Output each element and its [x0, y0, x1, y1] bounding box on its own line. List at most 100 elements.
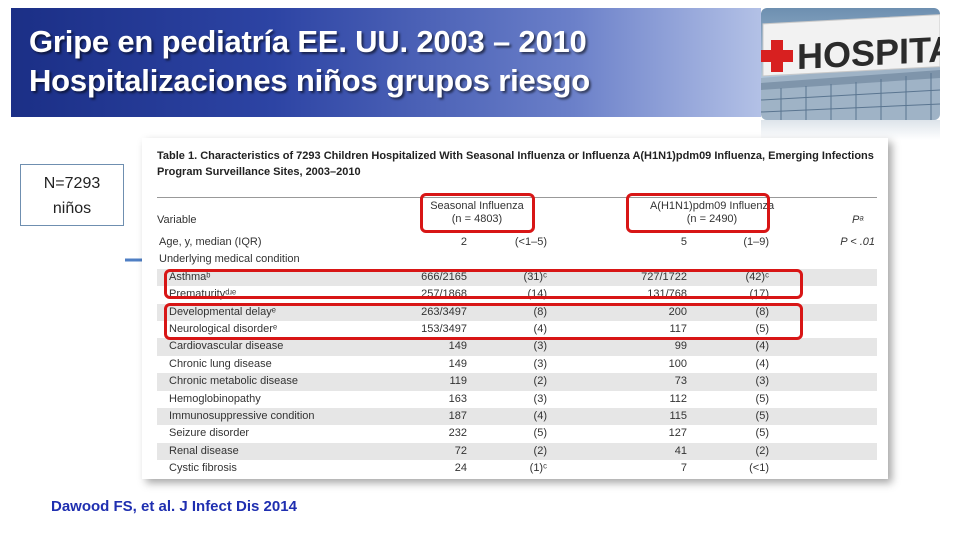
row-h1n1-percent: (4) — [755, 340, 769, 353]
table-header: Variable Seasonal Influenza (n = 4803) A… — [157, 197, 877, 238]
row-variable: Hemoglobinopathy — [169, 392, 261, 405]
hospital-building-illustration: HOSPITA — [761, 14, 940, 120]
title-line-2: Hospitalizaciones niños grupos riesgo — [29, 63, 591, 98]
row-seasonal-percent: (5) — [533, 427, 547, 440]
row-p-value: P < .01 — [840, 236, 875, 248]
row-seasonal-percent: (4) — [533, 322, 547, 335]
row-h1n1-value: 7 — [680, 462, 687, 475]
row-seasonal-value: 153/3497 — [421, 322, 467, 335]
row-h1n1-value: 117 — [669, 322, 687, 335]
table-row: Renal disease 72 (2) 41 (2) — [157, 442, 877, 461]
table-row: Age, y, median (IQR) 2 (<1–5) 5 (1–9) P < .01 — [157, 234, 877, 251]
sample-size-value: N=7293 — [43, 175, 101, 192]
table-row: Hemoglobinopathy 163 (3) 112 (5) — [157, 391, 877, 408]
row-h1n1-percent: (5) — [755, 392, 769, 405]
highlight-seasonal-header — [420, 193, 535, 233]
row-seasonal-value: 187 — [448, 409, 467, 422]
sample-size-label: niños — [52, 200, 92, 217]
header-seasonal: Seasonal Influenza (n = 4803) — [427, 200, 527, 226]
row-variable: Chronic metabolic disease — [169, 375, 299, 388]
red-cross-icon — [761, 40, 793, 72]
row-seasonal-value: 72 — [454, 444, 467, 457]
row-h1n1-value: 99 — [674, 340, 687, 353]
row-seasonal-value: 263/3497 — [421, 305, 467, 318]
row-seasonal-percent: (<1–5) — [514, 236, 547, 248]
row-h1n1-percent: (5) — [755, 427, 769, 440]
row-seasonal-percent: (3) — [533, 340, 547, 353]
row-h1n1-value: 5 — [680, 236, 687, 248]
hospital-image: HOSPITA — [761, 8, 940, 120]
row-h1n1-percent: (42)ᶜ — [745, 270, 769, 283]
row-h1n1-value: 100 — [668, 357, 687, 370]
row-h1n1-percent: (<1) — [749, 462, 769, 475]
hospital-image-reflection — [761, 120, 940, 140]
header-h1n1-n: (n = 2490) — [686, 213, 738, 225]
highlight-h1n1-header — [626, 193, 770, 233]
row-seasonal-value: 24 — [454, 462, 467, 475]
row-h1n1-value: 112 — [669, 392, 687, 405]
row-variable: Renal disease — [169, 444, 239, 457]
row-seasonal-percent: (3) — [533, 392, 547, 405]
row-variable: Asthmaᵇ — [169, 270, 211, 283]
row-h1n1-percent: (5) — [755, 322, 769, 335]
row-seasonal-percent: (2) — [533, 375, 547, 388]
row-seasonal-value: 119 — [449, 375, 467, 388]
row-h1n1-value: 73 — [674, 375, 687, 388]
table-row: Neurological disorderᵉ 153/3497 (4) 117 (5) — [157, 321, 877, 338]
table-image: Table 1. Characteristics of 7293 Childre… — [142, 138, 888, 479]
table-row: Cardiovascular disease 149 (3) 99 (4) — [157, 338, 877, 356]
row-seasonal-percent: (2) — [533, 444, 547, 457]
row-h1n1-percent: (5) — [755, 409, 769, 422]
row-seasonal-value: 163 — [448, 392, 467, 405]
row-h1n1-value: 115 — [669, 409, 687, 422]
table-row: Underlying medical condition — [157, 251, 877, 268]
row-variable: Cardiovascular disease — [169, 340, 284, 353]
table-row: Immunosuppressive condition 187 (4) 115 (5) — [157, 407, 877, 426]
slide-title: Gripe en pediatría EE. UU. 2003 – 2010 H… — [29, 22, 590, 100]
row-h1n1-percent: (4) — [755, 357, 769, 370]
row-seasonal-percent: (1)ᶜ — [529, 462, 547, 475]
sample-size-box: N=7293 niños — [20, 164, 124, 226]
row-seasonal-value: 149 — [448, 340, 467, 353]
header-seasonal-n: (n = 4803) — [451, 213, 503, 225]
table-row: Chronic lung disease 149 (3) 100 (4) — [157, 356, 877, 373]
row-seasonal-value: 232 — [448, 427, 467, 440]
header-seasonal-title: Seasonal Influenza — [430, 200, 524, 212]
row-h1n1-value: 727/1722 — [641, 270, 687, 283]
table-row: Chronic metabolic disease 119 (2) 73 (3) — [157, 373, 877, 391]
highlight-asthma-prematurity — [164, 269, 803, 299]
header-p-value: Pᵃ — [852, 214, 864, 226]
row-h1n1-percent: (1–9) — [743, 236, 769, 248]
row-variable: Age, y, median (IQR) — [159, 236, 262, 248]
title-line-1: Gripe en pediatría EE. UU. 2003 – 2010 — [29, 24, 587, 59]
row-seasonal-percent: (3) — [533, 357, 547, 370]
row-h1n1-value: 127 — [668, 427, 687, 440]
table-row: Cystic fibrosis 24 (1)ᶜ 7 (<1) — [157, 460, 877, 477]
table-caption: Table 1. Characteristics of 7293 Childre… — [157, 150, 874, 178]
header-h1n1-title: A(H1N1)pdm09 Influenza — [649, 200, 775, 212]
row-variable: Cystic fibrosis — [169, 462, 237, 475]
table-row: Asthmaᵇ 666/2165 (31)ᶜ 727/1722 (42)ᶜ — [157, 268, 877, 287]
row-variable: Chronic lung disease — [169, 357, 272, 370]
row-h1n1-percent: (8) — [755, 305, 769, 318]
row-seasonal-value: 666/2165 — [421, 270, 467, 283]
table-body: Age, y, median (IQR) 2 (<1–5) 5 (1–9) P < .01… — [157, 234, 877, 477]
row-variable: Immunosuppressive condition — [169, 409, 315, 422]
row-variable: Seizure disorder — [169, 427, 250, 440]
row-variable: Underlying medical condition — [159, 253, 300, 266]
table-row: Developmental delayᵉ 263/3497 (8) 200 (8) — [157, 303, 877, 321]
row-variable: Neurological disorderᵉ — [169, 322, 278, 335]
hospital-sign-text: HOSPITA — [797, 28, 940, 77]
citation: Dawood FS, et al. J Infect Dis 2014 — [51, 498, 297, 515]
row-h1n1-percent: (2) — [755, 444, 769, 457]
table-row: Seizure disorder 232 (5) 127 (5) — [157, 425, 877, 442]
highlight-developmental-neurological — [164, 303, 803, 340]
title-banner: Gripe en pediatría EE. UU. 2003 – 2010 H… — [11, 8, 761, 117]
row-seasonal-value: 149 — [448, 357, 467, 370]
row-seasonal-value: 2 — [460, 236, 467, 248]
row-h1n1-value: 41 — [674, 444, 687, 457]
row-seasonal-percent: (8) — [533, 305, 547, 318]
row-h1n1-percent: (3) — [755, 375, 769, 388]
row-h1n1-value: 200 — [668, 305, 687, 318]
row-seasonal-percent: (31)ᶜ — [523, 270, 547, 283]
